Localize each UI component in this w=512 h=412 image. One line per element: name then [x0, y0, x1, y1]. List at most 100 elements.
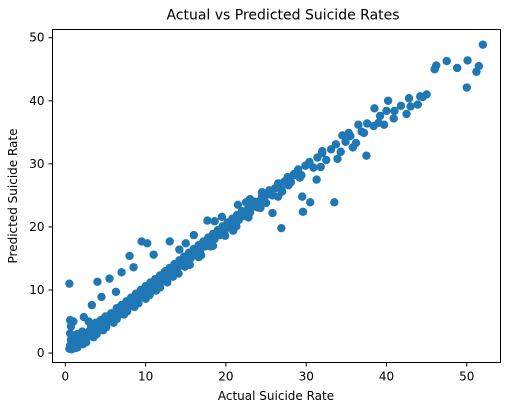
data-point [389, 114, 398, 123]
data-point [97, 292, 106, 302]
data-point [87, 300, 97, 310]
data-point [277, 223, 286, 233]
data-point [233, 200, 243, 210]
data-point [161, 266, 170, 276]
x-tick-label: 20 [218, 370, 233, 384]
y-tick-label: 30 [29, 157, 44, 171]
data-point [472, 67, 481, 76]
data-point [333, 154, 342, 163]
data-point [478, 40, 488, 49]
data-point [245, 194, 255, 204]
data-point [277, 187, 287, 196]
data-point [348, 143, 357, 152]
data-point [109, 318, 118, 327]
data-point [149, 250, 158, 259]
x-tick-label: 0 [62, 370, 70, 384]
data-point [69, 317, 78, 326]
data-point [257, 188, 267, 197]
data-point [130, 302, 139, 312]
x-tick-label: 40 [379, 370, 394, 384]
data-point [383, 96, 393, 105]
data-point [396, 101, 406, 111]
data-point [379, 120, 389, 129]
data-point [196, 251, 206, 260]
data-point [370, 104, 379, 113]
data-point [413, 100, 422, 109]
data-point [363, 119, 372, 128]
data-point [452, 63, 462, 73]
data-point [71, 343, 80, 353]
x-tick-label: 10 [138, 370, 153, 384]
data-point [442, 56, 451, 66]
data-point [119, 310, 129, 319]
data-point [318, 147, 327, 156]
data-point [336, 147, 345, 157]
data-point [89, 333, 98, 342]
data-point [185, 260, 194, 269]
data-point [284, 181, 293, 190]
data-point [295, 173, 304, 182]
data-point [141, 294, 150, 303]
data-point [232, 222, 241, 231]
data-point [344, 128, 353, 138]
data-point [93, 277, 102, 286]
data-point [406, 102, 415, 111]
points-layer [65, 40, 488, 354]
x-axis-label: Actual Suicide Rate [218, 389, 334, 403]
data-point [174, 269, 183, 278]
data-point [402, 109, 411, 119]
data-point [322, 155, 331, 165]
data-point [330, 198, 339, 207]
data-point [203, 216, 212, 225]
data-point [338, 131, 347, 140]
data-point [217, 212, 227, 222]
data-point [125, 251, 134, 261]
data-point [181, 239, 190, 248]
data-point [331, 140, 341, 149]
chart-title: Actual vs Predicted Suicide Rates [166, 8, 399, 24]
data-point [117, 268, 126, 277]
data-point [312, 175, 321, 184]
y-axis-label: Predicted Suicide Rate [6, 129, 20, 264]
data-point [111, 287, 121, 297]
data-point [261, 198, 271, 208]
y-tick-label: 0 [37, 346, 45, 360]
data-point [129, 263, 138, 272]
data-point [359, 128, 369, 138]
data-point [404, 94, 414, 103]
data-point [382, 106, 391, 116]
x-tick-label: 30 [299, 370, 314, 384]
y-axis-ticks: 0 10 20 30 40 50 [29, 31, 53, 360]
data-point [430, 65, 439, 74]
y-tick-label: 10 [29, 283, 44, 297]
data-point [208, 241, 218, 251]
data-point [341, 137, 350, 146]
data-point [354, 120, 363, 129]
data-point [165, 237, 174, 246]
data-point [244, 213, 253, 222]
data-point [210, 217, 219, 226]
data-point [84, 317, 93, 326]
data-point [375, 111, 385, 121]
data-point [298, 207, 308, 216]
y-tick-label: 50 [29, 31, 44, 45]
data-point [175, 245, 184, 254]
data-point [462, 83, 471, 92]
data-point [98, 326, 108, 335]
data-point [65, 279, 74, 288]
data-point [316, 162, 325, 172]
data-point [390, 106, 399, 116]
y-tick-label: 20 [29, 220, 44, 234]
data-point [105, 274, 114, 283]
x-tick-label: 50 [459, 370, 474, 384]
data-point [297, 192, 307, 201]
y-tick-label: 40 [29, 94, 44, 108]
data-point [65, 329, 75, 338]
data-point [189, 230, 198, 240]
data-point [78, 340, 88, 349]
data-point [309, 163, 318, 172]
data-point [163, 278, 172, 287]
x-axis-ticks: 0 10 20 30 40 50 [62, 362, 474, 384]
